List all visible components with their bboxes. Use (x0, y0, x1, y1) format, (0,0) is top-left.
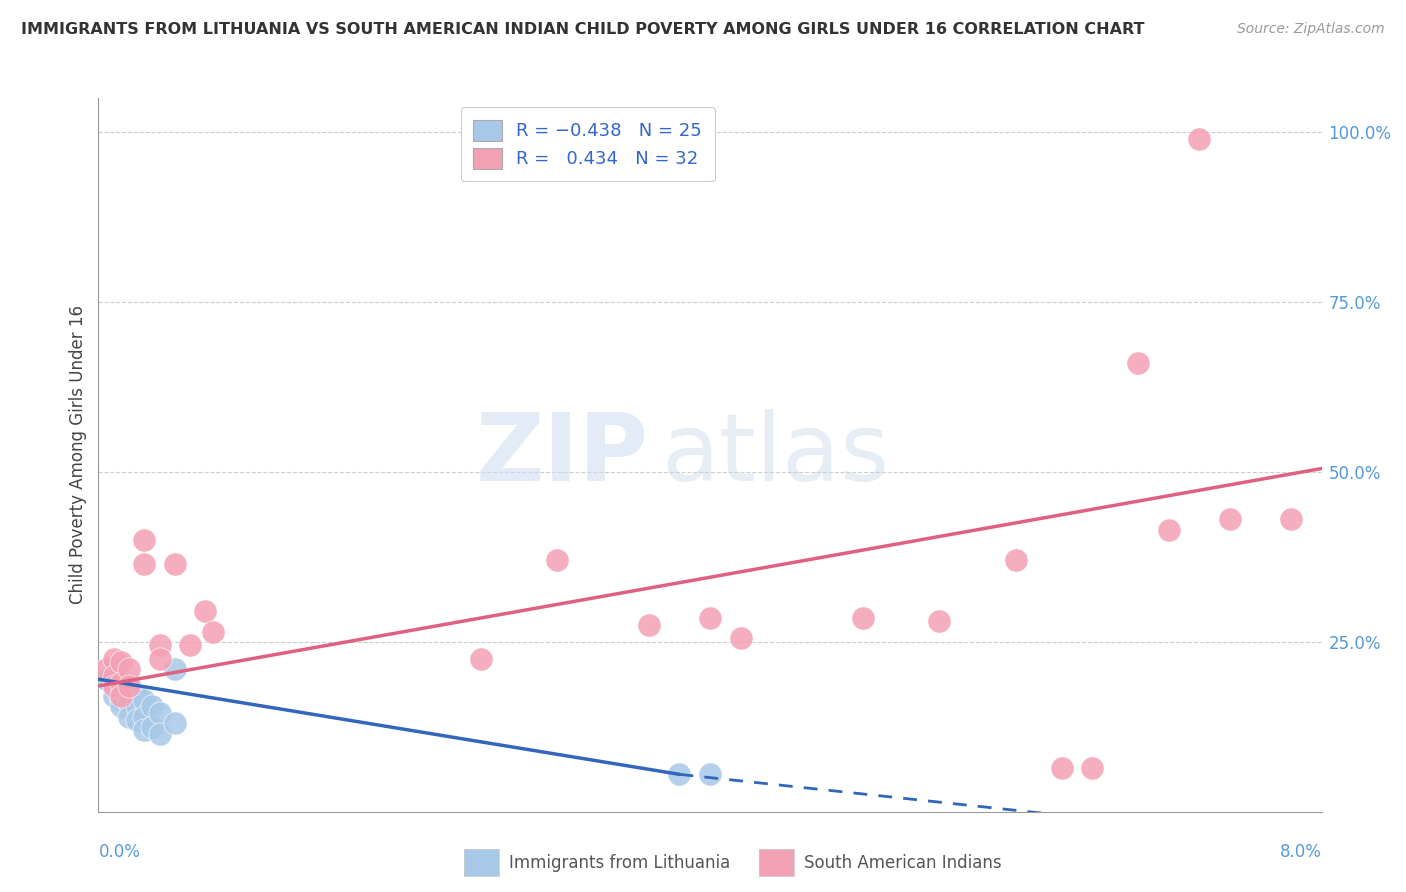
Point (94, 672, 117, 686)
Point (699, 767, 721, 781)
Text: 8.0%: 8.0% (1279, 843, 1322, 861)
Text: Immigrants from Lithuania: Immigrants from Lithuania (509, 854, 730, 871)
Point (149, 652, 172, 666)
Text: IMMIGRANTS FROM LITHUANIA VS SOUTH AMERICAN INDIAN CHILD POVERTY AMONG GIRLS UND: IMMIGRANTS FROM LITHUANIA VS SOUTH AMERI… (21, 22, 1144, 37)
Text: ZIP: ZIP (477, 409, 650, 501)
Point (163, 716, 186, 731)
Point (118, 709, 141, 723)
Point (1188, 132, 1211, 146)
Point (110, 655, 132, 669)
Point (179, 638, 201, 652)
Point (134, 557, 156, 571)
Point (103, 662, 125, 676)
Point (1219, 512, 1241, 526)
Point (141, 720, 163, 734)
Point (94, 662, 117, 676)
Point (852, 611, 875, 625)
Point (699, 611, 721, 625)
Point (194, 604, 217, 618)
Point (668, 767, 690, 781)
Text: South American Indians: South American Indians (804, 854, 1002, 871)
Point (1081, 760, 1104, 774)
Point (110, 692, 132, 706)
Point (125, 713, 148, 727)
Point (134, 709, 156, 723)
Point (125, 699, 148, 714)
Point (730, 632, 752, 646)
Text: Source: ZipAtlas.com: Source: ZipAtlas.com (1237, 22, 1385, 37)
Point (202, 624, 225, 639)
Point (1050, 760, 1073, 774)
Point (1128, 356, 1150, 370)
Point (103, 679, 125, 693)
Point (110, 675, 132, 690)
Point (470, 652, 492, 666)
Point (134, 723, 156, 738)
Point (163, 557, 186, 571)
Point (1004, 553, 1026, 567)
Point (103, 669, 125, 683)
Text: 0.0%: 0.0% (98, 843, 141, 861)
Point (546, 553, 568, 567)
Point (110, 686, 132, 700)
Point (149, 726, 172, 740)
Point (118, 686, 141, 700)
Point (1157, 523, 1180, 537)
Point (110, 699, 132, 714)
Point (134, 692, 156, 706)
Point (103, 689, 125, 703)
Point (141, 699, 163, 714)
Point (103, 652, 125, 666)
Point (149, 638, 172, 652)
Point (118, 679, 141, 693)
Point (1279, 512, 1302, 526)
Point (928, 615, 950, 629)
Legend: R = −0.438   N = 25, R =   0.434   N = 32: R = −0.438 N = 25, R = 0.434 N = 32 (461, 107, 714, 181)
Point (110, 689, 132, 703)
Text: atlas: atlas (661, 409, 890, 501)
Point (103, 679, 125, 693)
Point (118, 662, 141, 676)
Point (163, 662, 186, 676)
Point (118, 696, 141, 710)
Point (134, 533, 156, 547)
Point (125, 689, 148, 703)
Point (118, 675, 141, 690)
Point (637, 617, 661, 632)
Y-axis label: Child Poverty Among Girls Under 16: Child Poverty Among Girls Under 16 (69, 305, 87, 605)
Point (149, 706, 172, 721)
